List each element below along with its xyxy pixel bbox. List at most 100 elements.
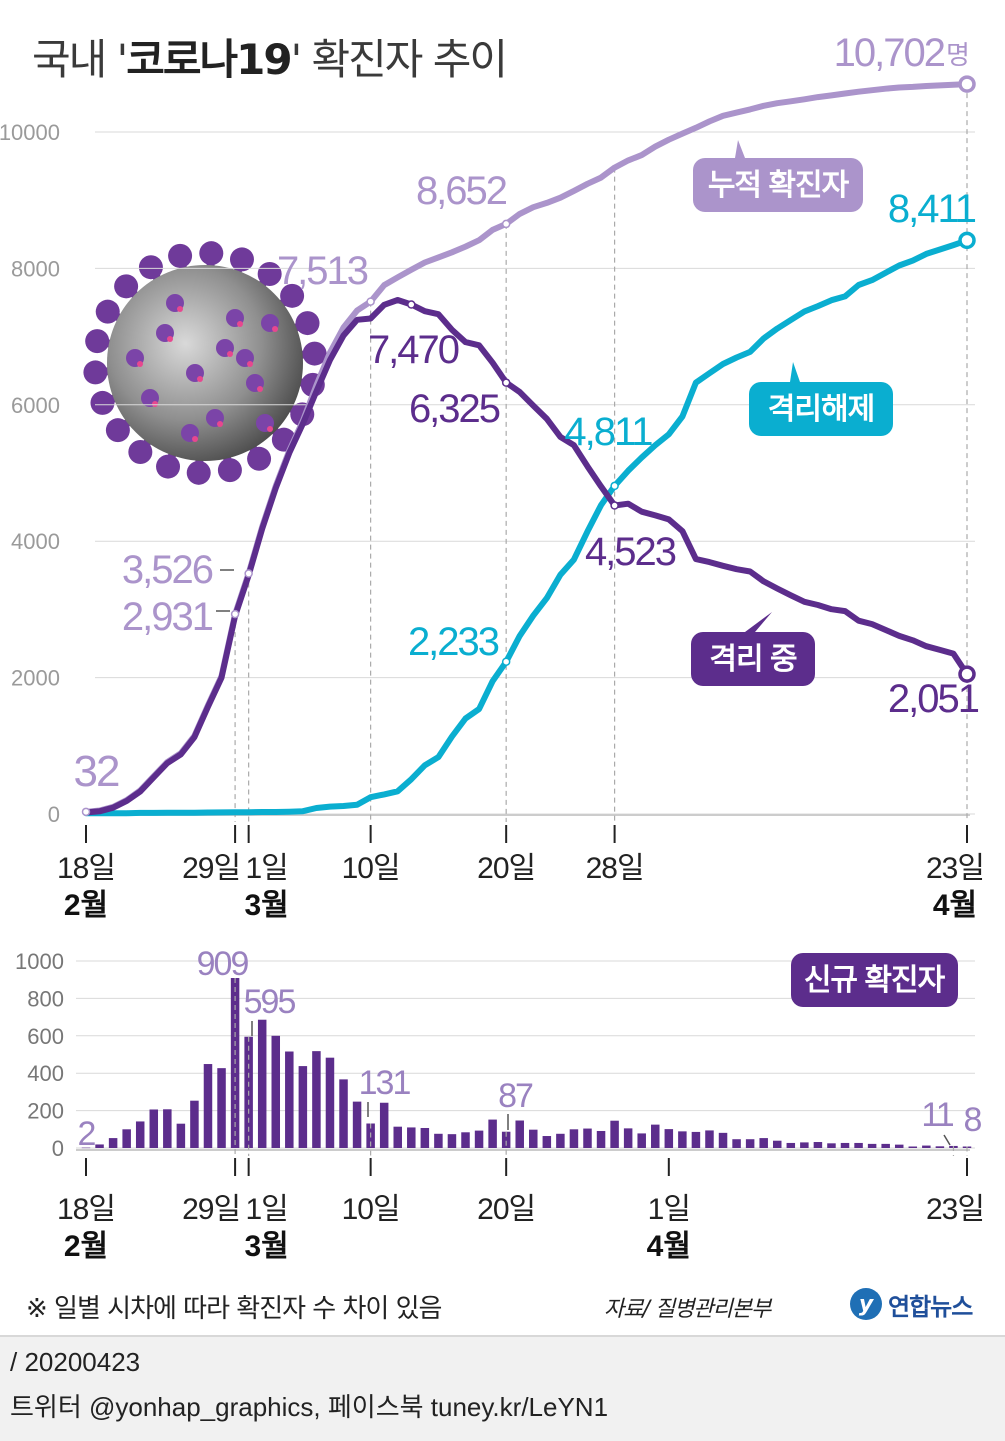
y-tick-label: 2000 [11,666,60,691]
virus-spike-head [90,390,115,415]
x-tick-label: 23일 [926,852,984,885]
value-label: 2 [78,1115,96,1153]
value-label: 4,523 [585,530,676,574]
bar [881,1143,890,1148]
virus-spike-head [302,341,327,366]
yonhap-icon: y [850,1288,882,1320]
bar [488,1119,497,1148]
x-month-label: 3월 [244,1230,288,1263]
virus-spike-head [217,458,242,483]
title-bold: 코로나19 [126,35,292,84]
data-point [407,300,416,309]
x-tick-label: 20일 [477,852,535,885]
bar [447,1134,457,1148]
data-point [958,231,976,250]
y-tick-label: 8000 [11,256,60,281]
virus-protein-tip [267,426,273,432]
bar [434,1133,443,1148]
bar [420,1127,430,1148]
footnote: ※ 일별 시차에 따라 확진자 수 차이 있음 [26,1294,442,1324]
value-label: 2,931 [122,595,213,639]
x-tick-label: 29일 [182,1193,240,1226]
bar [542,1136,552,1148]
bar [298,1066,308,1148]
legend-pointer [735,140,745,158]
bar [583,1128,592,1148]
bar [352,1101,362,1148]
value-label: 8 [964,1101,982,1139]
bar [745,1139,755,1148]
bar [176,1123,186,1148]
virus-spike-head [138,255,163,280]
value-label: 32 [74,747,119,796]
bar [501,1131,511,1148]
bar [379,1102,389,1148]
virus-protein-tip [192,436,198,442]
bar [772,1140,782,1148]
y-tick-label: 4000 [11,529,60,554]
unit-label: 명 [946,40,970,70]
x-month-label: 2월 [64,889,108,922]
value-label: 2,051 [888,677,979,721]
virus-spike-head [85,329,110,354]
source-credit: 자료/ 질병관리본부 [604,1297,771,1322]
bar [285,1051,294,1148]
bar [257,1019,267,1148]
x-tick-label: 1일 [245,852,287,885]
virus-spike-head [280,283,305,308]
bar [217,1068,226,1148]
virus-illustration [83,241,327,485]
legend-badge [749,382,893,436]
bar [827,1143,836,1148]
value-label: 11 [921,1096,953,1134]
value-label: 6,325 [409,387,500,431]
x-tick-label: 23일 [926,1193,984,1226]
x-tick-label: 29일 [182,852,240,885]
virus-spike-head [156,454,181,479]
bar [840,1142,850,1148]
bar [678,1131,687,1148]
bar [407,1127,416,1148]
bar [623,1128,633,1148]
x-tick-label: 1일 [245,1193,287,1226]
bar [515,1120,524,1148]
bar [732,1139,741,1148]
virus-spike-head [105,418,130,443]
value-label: 3,526 [122,548,213,592]
bar [867,1143,877,1148]
legend-badge [691,632,815,686]
y-tick-label: 10000 [0,120,60,145]
virus-spike-head [229,247,254,272]
virus-protein-tip [237,321,243,327]
value-label: 7,513 [277,249,368,293]
title-prefix: 국내 ' [32,35,128,84]
bar [922,1145,931,1148]
value-label: 87 [498,1077,533,1115]
page-title: 국내 '코로나19' 확진자 추이 [32,26,508,87]
footer-date: / 20200423 [10,1347,141,1377]
value-label: 8,411 [888,187,976,231]
brand-name: 연합뉴스 [888,1292,973,1321]
legend-label: 격리 중 [709,643,797,676]
data-point [501,219,511,229]
data-point [81,807,91,817]
virus-spike-head [95,299,120,324]
data-point [501,378,511,387]
x-tick-label: 28일 [586,852,644,885]
data-point [366,297,375,306]
legend-label: 신규 확진자 [804,964,946,997]
bar [894,1144,904,1148]
y-tick-label: 400 [27,1061,64,1086]
brand-logo: y 연합뉴스 [850,1284,973,1324]
x-tick-label: 1일 [648,1193,690,1226]
bar [339,1079,348,1148]
legend-label: 격리해제 [768,393,874,426]
virus-spike-head [114,274,139,299]
bar [935,1146,945,1148]
x-month-label: 4월 [647,1230,691,1263]
x-month-label: 4월 [933,889,977,922]
x-month-label: 2월 [64,1230,108,1263]
bar [556,1133,565,1148]
value-label: 131 [359,1064,411,1102]
